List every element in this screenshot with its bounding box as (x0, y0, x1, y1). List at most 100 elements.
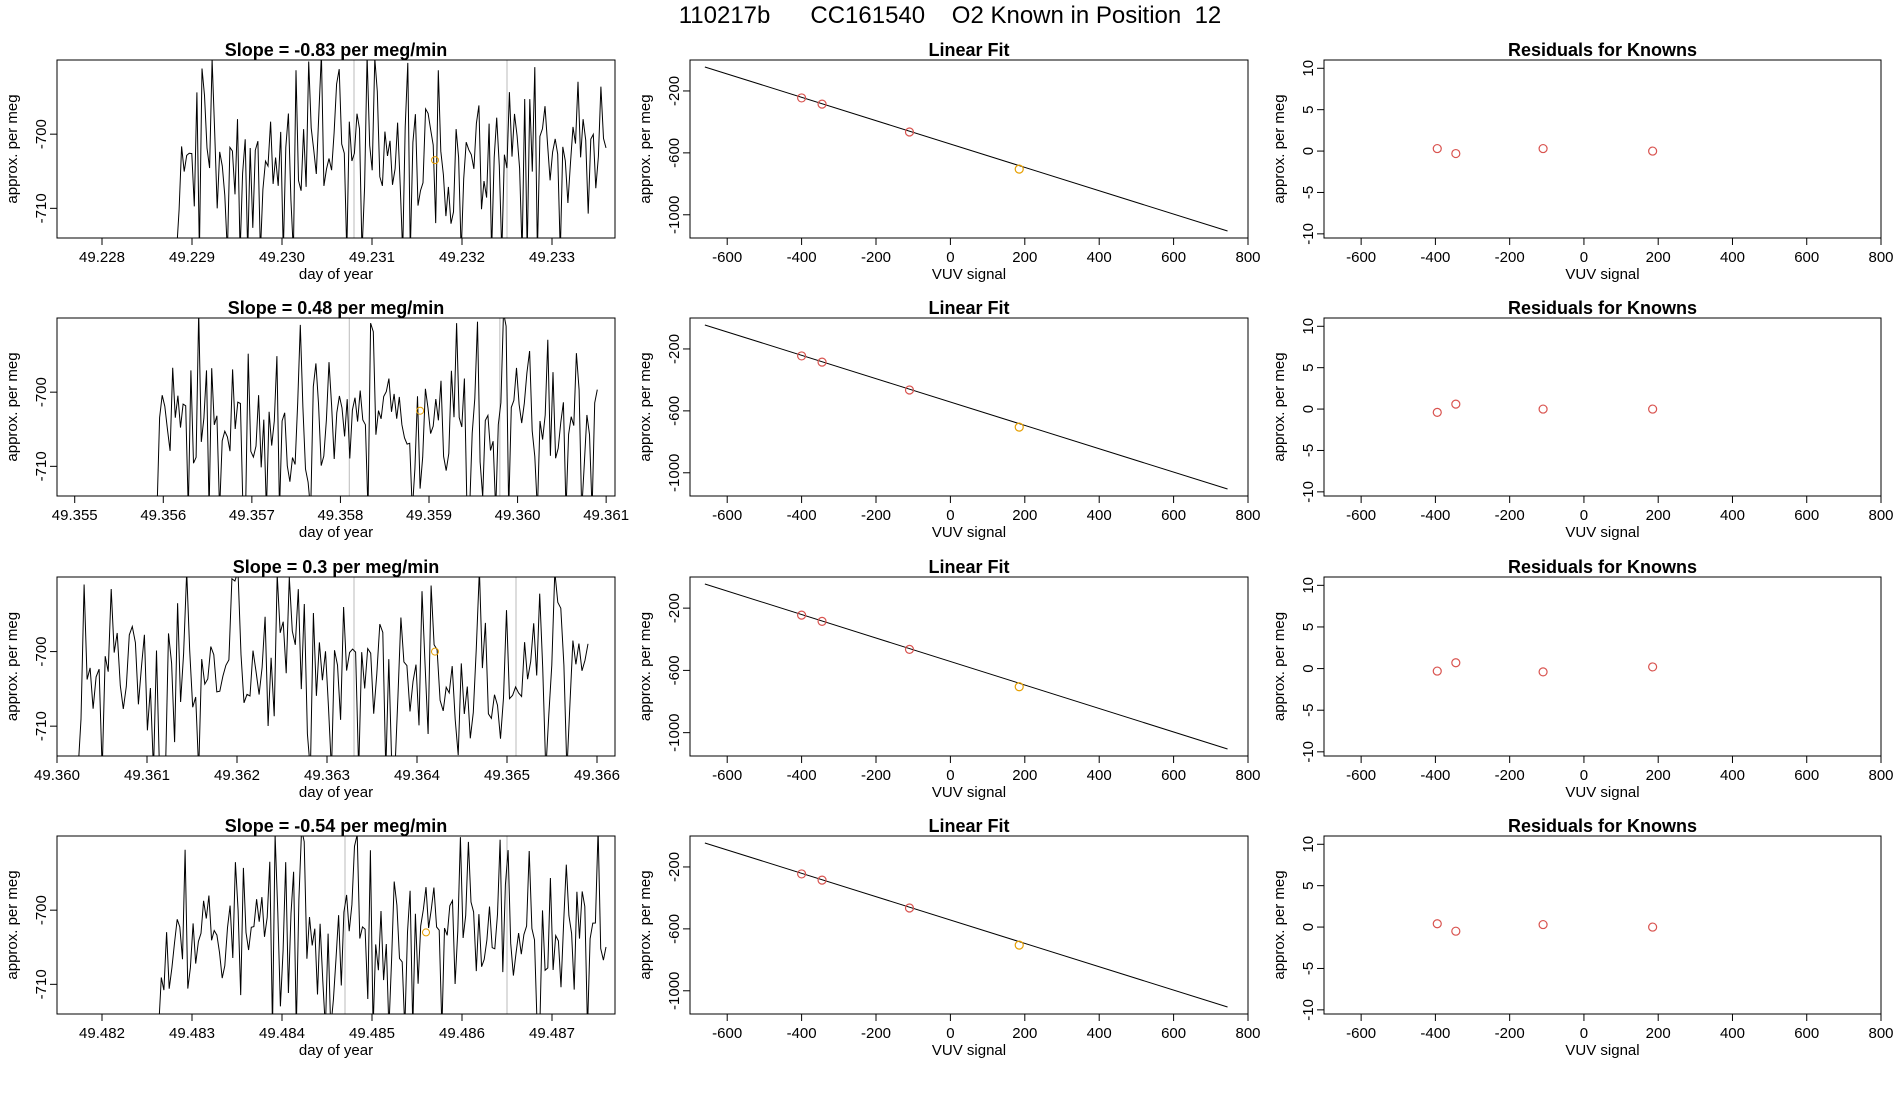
y-axis-label: approx. per meg (637, 870, 654, 979)
x-tick-label: -400 (787, 1025, 817, 1042)
y-tick-label: 5 (1300, 364, 1317, 372)
plot-frame (1323, 317, 1882, 497)
data-point (1451, 926, 1461, 936)
y-tick-label: 5 (1300, 882, 1317, 890)
x-tick-label: -600 (712, 507, 742, 524)
x-tick-label: 600 (1161, 1025, 1186, 1042)
x-tick-label: -200 (861, 507, 891, 524)
x-tick-label: 400 (1087, 507, 1112, 524)
x-tick-label: -600 (1346, 507, 1376, 524)
x-tick-label: -400 (787, 249, 817, 266)
y-axis-label: approx. per meg (1271, 870, 1288, 979)
plot-frame (689, 576, 1249, 757)
series-line (156, 318, 598, 496)
x-tick-label: 49.364 (394, 767, 440, 784)
y-tick-label: 10 (1300, 577, 1317, 594)
chart-title: Slope = -0.54 per meg/min (225, 816, 448, 836)
x-tick-label: 600 (1794, 507, 1819, 524)
data-point (796, 351, 807, 361)
x-tick-label: -200 (1495, 767, 1525, 784)
y-tick-label: 5 (1300, 623, 1317, 631)
x-tick-label: 200 (1646, 1025, 1671, 1042)
plot-frame (689, 835, 1249, 1015)
x-axis-label: day of year (299, 266, 373, 283)
data-point (796, 93, 807, 103)
x-tick-label: -400 (787, 507, 817, 524)
x-axis-label: VUV signal (1565, 266, 1639, 283)
data-point (1648, 146, 1658, 156)
data-point (904, 127, 915, 137)
x-tick-label: 49.230 (259, 249, 305, 266)
y-tick-label: -600 (666, 655, 683, 685)
x-tick-label: 49.233 (529, 249, 575, 266)
series-line (158, 836, 607, 1014)
x-tick-label: 800 (1235, 507, 1260, 524)
y-tick-label: -5 (1300, 444, 1317, 457)
y-tick-label: -5 (1300, 186, 1317, 199)
panel-3: Residuals for Knowns -600 -400 -200 0 200 400 6… (1271, 40, 1894, 283)
data-point (1451, 399, 1461, 409)
known-point (1014, 164, 1024, 174)
x-axis-label: VUV signal (1565, 1042, 1639, 1059)
y-tick-label: -710 (33, 451, 50, 481)
plot-area (1432, 399, 1658, 417)
x-tick-label: 49.359 (406, 507, 452, 524)
x-tick-label: 49.357 (229, 507, 275, 524)
known-point (422, 928, 430, 937)
panel-1: Slope = -0.83 per meg/min 49.228 49.229 49.… (4, 40, 616, 283)
x-tick-label: 49.360 (495, 507, 541, 524)
y-tick-label: -10 (1300, 481, 1317, 503)
panel-10: Slope = -0.54 per meg/min 49.482 49.483 49.… (4, 816, 616, 1059)
data-point (1648, 404, 1658, 414)
plot-area (704, 842, 1228, 1008)
plot-frame (56, 576, 616, 757)
x-tick-label: 600 (1794, 1025, 1819, 1042)
y-tick-label: 5 (1300, 106, 1317, 114)
y-axis-label: approx. per meg (4, 612, 21, 721)
chart-title: Linear Fit (928, 298, 1009, 318)
x-tick-label: -200 (861, 767, 891, 784)
x-tick-label: 800 (1868, 1025, 1893, 1042)
known-point (1014, 682, 1024, 692)
plot-area (176, 60, 607, 238)
plot-area (704, 324, 1228, 490)
x-tick-label: 49.356 (140, 507, 186, 524)
x-tick-label: 0 (1580, 767, 1588, 784)
data-point (796, 869, 807, 879)
chart-title: Residuals for Knowns (1508, 298, 1697, 318)
data-point (1538, 667, 1548, 677)
x-axis-label: VUV signal (1565, 524, 1639, 541)
data-point (1451, 658, 1461, 668)
panel-5: Linear Fit -600 -400 -200 0 200 400 600 800 VUV s… (637, 298, 1261, 541)
x-tick-label: 400 (1087, 767, 1112, 784)
y-tick-label: -10 (1300, 741, 1317, 763)
x-tick-label: 200 (1012, 1025, 1037, 1042)
fit-line (704, 842, 1228, 1008)
chart-title: Residuals for Knowns (1508, 40, 1697, 60)
data-point (1432, 666, 1442, 676)
data-point (817, 357, 827, 367)
panel-9: Residuals for Knowns -600 -400 -200 0 200 400 6… (1271, 557, 1894, 801)
x-tick-label: 600 (1161, 507, 1186, 524)
y-tick-label: -1000 (666, 196, 683, 234)
x-tick-label: 49.366 (574, 767, 620, 784)
y-tick-label: 10 (1300, 318, 1317, 335)
x-tick-label: -600 (712, 249, 742, 266)
panel-11: Linear Fit -600 -400 -200 0 200 400 600 800 VUV s… (637, 816, 1261, 1059)
y-axis-label: approx. per meg (637, 612, 654, 721)
x-tick-label: -400 (787, 767, 817, 784)
plot-frame (1323, 576, 1882, 757)
x-tick-label: 200 (1012, 507, 1037, 524)
x-tick-label: 49.483 (169, 1025, 215, 1042)
x-tick-label: 0 (1580, 249, 1588, 266)
x-tick-label: -400 (1420, 1025, 1450, 1042)
x-tick-label: 49.355 (52, 507, 98, 524)
y-tick-label: 10 (1300, 836, 1317, 853)
x-tick-label: 49.361 (583, 507, 629, 524)
data-point (904, 385, 915, 395)
x-tick-label: 800 (1235, 767, 1260, 784)
panel-7: Slope = 0.3 per meg/min 49.360 49.361 49.36… (4, 557, 620, 801)
x-tick-label: 49.361 (124, 767, 170, 784)
y-tick-label: 0 (1300, 147, 1317, 155)
data-point (1432, 919, 1442, 929)
